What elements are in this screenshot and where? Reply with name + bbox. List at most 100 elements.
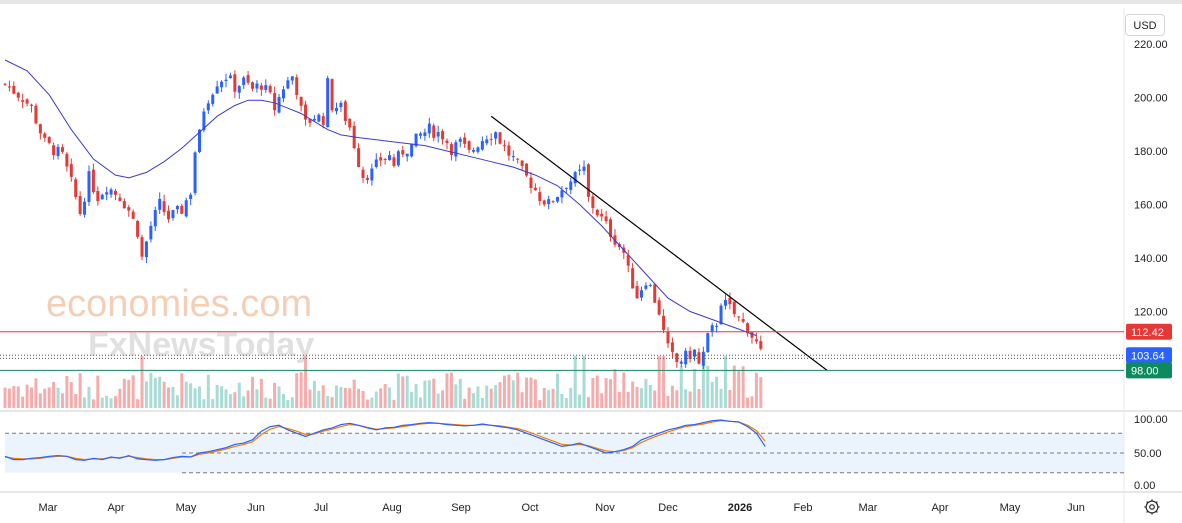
volume-bar [485,385,489,408]
candle-body [25,99,29,104]
candle-body [737,316,741,318]
volume-bar [582,356,586,408]
candle-body [445,140,449,144]
volume-bar [365,399,369,408]
volume-bar [277,386,281,408]
candle-body [525,163,529,176]
downtrend-line[interactable] [490,115,828,371]
volume-bar [494,385,498,408]
candle-body [388,155,392,161]
volume-bar [264,397,268,408]
volume-bar [140,356,144,408]
time-tick-label: Apr [107,502,124,514]
candle-body [43,133,47,138]
candle-body [449,144,453,155]
candle-body [480,141,484,150]
volume-bar [281,393,285,408]
candles [3,70,763,369]
volume-bar [516,372,520,408]
volume-bar [441,390,445,408]
volume-bar [732,365,736,408]
volume-bar [167,387,171,408]
price-label-badge [1126,323,1172,340]
time-tick-label: Jun [1067,502,1085,514]
candle-body [467,141,471,150]
volume-bar [746,397,750,408]
candle-body [578,169,582,171]
candle-body [118,197,122,201]
volume-bar [383,383,387,408]
volume-bar [30,387,34,408]
candle-body [746,323,750,334]
candle-body [228,75,232,79]
candle-body [489,138,493,140]
volume-bar [220,386,224,408]
chart-svg[interactable]: economies.com FxNewsToday 100.00 120.00 14… [0,4,1182,523]
volume-bar [715,376,719,408]
volume-bar [268,398,272,408]
candle-body [586,164,590,197]
candle-body [666,331,670,344]
volume-bar [520,392,524,408]
candle-body [96,191,100,202]
volume-bar [206,374,210,408]
volume-bar [43,388,47,408]
volume-bar [12,386,16,408]
currency-button[interactable]: USD [1125,14,1165,36]
candle-body [335,108,338,112]
volume-bar [105,395,109,408]
volume-bar [423,380,427,408]
volume-bar [374,391,378,408]
candle-body [162,201,166,212]
volume-bar [83,397,87,408]
volume-bar [52,381,56,408]
volume-bar [662,356,666,408]
candle-body [556,196,559,202]
candle-body [436,132,440,137]
volume-bar [538,399,542,408]
candle-body [184,200,188,217]
volume-bar [458,378,462,408]
volume-bar [175,395,179,408]
volume-bar [706,365,710,408]
volume-bar [392,399,396,408]
volume-bar [476,386,480,408]
volume-bar [47,387,51,408]
candle-body [215,86,219,94]
settings-gear-icon[interactable] [1143,498,1161,516]
candle-body [65,153,69,167]
volume-bar [467,387,471,408]
candle-body [202,111,206,131]
candle-body [175,205,179,210]
moving-average-line [4,59,757,337]
candle-body [392,157,396,166]
candle-body [520,160,524,166]
price-label-text: 103.64 [1131,350,1165,362]
candle-body [237,86,241,93]
volume-bar [326,395,330,408]
volume-bar [144,381,148,408]
time-tick-label: Aug [382,502,402,514]
candle-body [131,211,135,219]
candle-body [52,145,56,156]
horizontal-lines[interactable] [0,331,1124,371]
volume-bar [675,390,679,408]
candle-body [454,142,458,157]
candle-body [679,361,683,364]
volume-bar [379,388,383,408]
volume-bar [242,396,246,408]
volume-bar [136,399,140,408]
volume-bar [215,384,219,408]
volume-bar [233,392,237,408]
candle-body [759,341,763,349]
volume-bar [445,373,449,408]
volume-bar [149,372,153,408]
candle-body [122,201,126,209]
volume-bar [286,399,290,408]
volume-bar [335,385,338,408]
volume-bar [542,387,546,408]
volume-bar [321,385,325,408]
candle-body [220,81,224,88]
trendline[interactable] [490,115,828,371]
watermark-fxnewstoday: FxNewsToday [88,326,314,364]
